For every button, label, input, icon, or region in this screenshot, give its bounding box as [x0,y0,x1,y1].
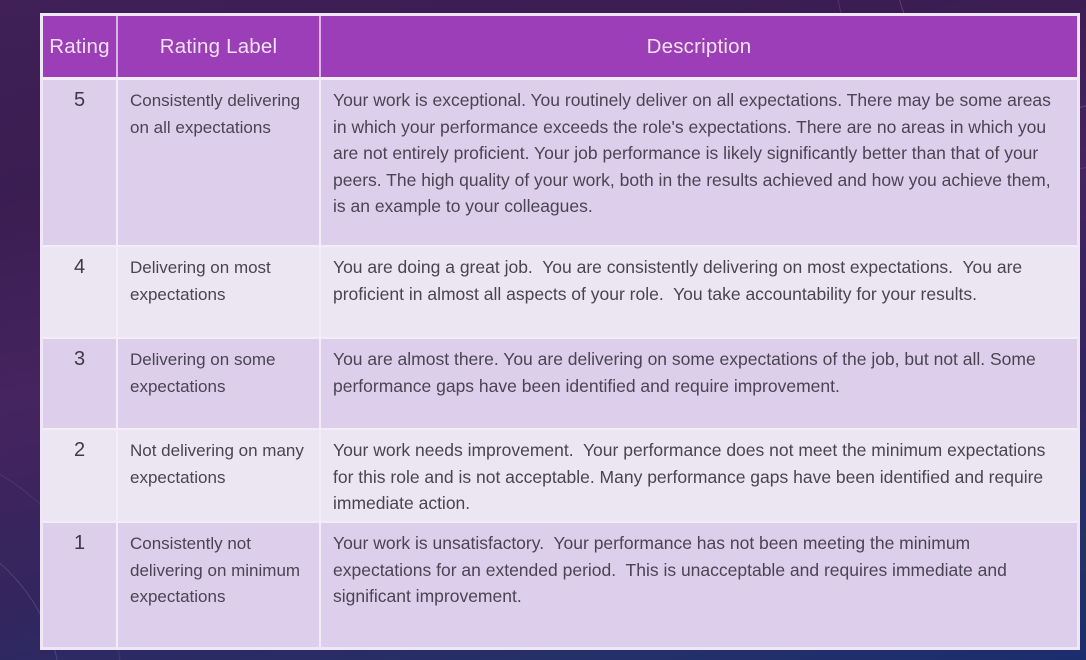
rating-scale-table: Rating Rating Label Description 5 Consis… [40,13,1080,650]
table-row: 3 Delivering on some expectations You ar… [43,339,1077,430]
rating-value: 3 [43,339,118,428]
table-row: 2 Not delivering on many expectations Yo… [43,430,1077,523]
rating-value: 2 [43,430,118,521]
rating-label: Not delivering on many expectations [118,430,321,521]
column-header-rating: Rating [43,16,118,77]
table-row: 4 Delivering on most expectations You ar… [43,247,1077,339]
rating-description: You are almost there. You are delivering… [333,349,1041,396]
table-row: 5 Consistently delivering on all expecta… [43,80,1077,247]
rating-value: 5 [43,80,118,245]
rating-label: Delivering on some expectations [118,339,321,428]
column-header-rating-label: Rating Label [118,16,321,77]
rating-description: Your work is unsatisfactory. Your perfor… [333,533,1012,606]
rating-description: Your work needs improvement. Your perfor… [333,440,1051,513]
rating-description: You are doing a great job. You are consi… [333,257,1028,304]
rating-label: Delivering on most expectations [118,247,321,337]
rating-description: Your work is exceptional. You routinely … [333,90,1056,216]
rating-value: 4 [43,247,118,337]
rating-label: Consistently not delivering on minimum e… [118,523,321,647]
rating-value: 1 [43,523,118,647]
column-header-description: Description [646,34,752,58]
rating-label: Consistently delivering on all expectati… [118,80,321,245]
table-row: 1 Consistently not delivering on minimum… [43,523,1077,647]
table-header-row: Rating Rating Label Description [43,16,1077,80]
